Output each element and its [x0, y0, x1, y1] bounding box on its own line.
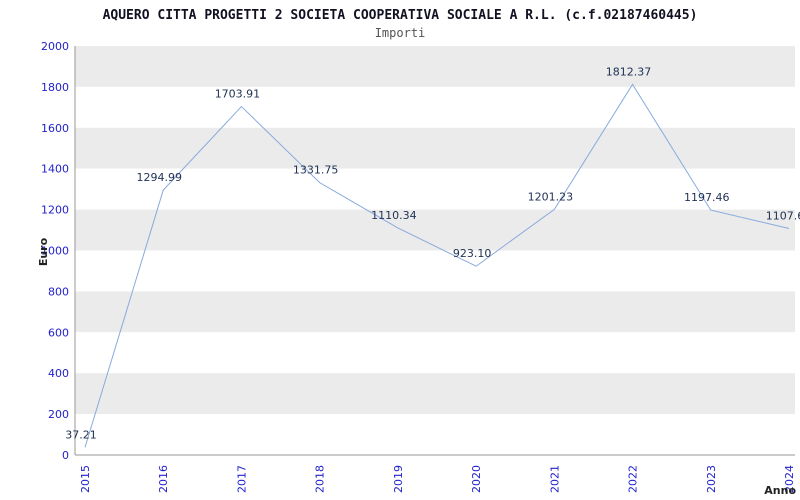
- x-tick-label: 2020: [470, 465, 483, 493]
- point-label: 1703.91: [215, 88, 261, 101]
- x-tick-label: 2021: [548, 465, 561, 493]
- plot-band: [75, 209, 795, 251]
- point-label: 1110.34: [371, 209, 417, 222]
- y-tick-label: 800: [48, 285, 69, 298]
- y-tick-label: 1200: [41, 204, 69, 217]
- point-label: 1331.75: [293, 164, 339, 177]
- plot-band: [75, 373, 795, 415]
- point-label: 1294.99: [136, 171, 182, 184]
- plot-band: [75, 168, 795, 210]
- point-label: 1197.46: [684, 191, 730, 204]
- y-axis-title: Euro: [37, 237, 50, 266]
- x-tick-label: 2024: [783, 465, 796, 493]
- plot-band: [75, 414, 795, 455]
- y-tick-label: 1400: [41, 163, 69, 176]
- plot-band: [75, 86, 795, 128]
- y-tick-label: 400: [48, 367, 69, 380]
- x-tick-label: 2015: [79, 465, 92, 493]
- plot-band: [75, 291, 795, 333]
- plot-band: [75, 332, 795, 374]
- x-tick-label: 2019: [392, 465, 405, 493]
- point-label: 37.21: [65, 428, 97, 441]
- chart-title: AQUERO CITTA PROGETTI 2 SOCIETA COOPERAT…: [102, 8, 698, 23]
- y-tick-label: 0: [62, 449, 69, 462]
- point-label: 923.10: [453, 247, 492, 260]
- y-tick-label: 600: [48, 326, 69, 339]
- point-label: 1107.6: [766, 209, 800, 222]
- chart-subtitle: Importi: [374, 26, 426, 40]
- point-label: 1812.37: [606, 65, 652, 78]
- y-tick-label: 1600: [41, 122, 69, 135]
- x-tick-label: 2018: [314, 465, 327, 493]
- x-tick-label: 2017: [235, 465, 248, 493]
- plot-band: [75, 250, 795, 292]
- x-tick-label: 2022: [627, 465, 640, 493]
- y-tick-label: 200: [48, 408, 69, 421]
- x-axis-title: Anno: [764, 484, 796, 497]
- y-tick-label: 1000: [41, 245, 69, 258]
- x-tick-label: 2023: [705, 465, 718, 493]
- y-tick-label: 1800: [41, 81, 69, 94]
- x-tick-label: 2016: [157, 465, 170, 493]
- plot-band: [75, 46, 795, 87]
- data-series-line: [84, 83, 790, 448]
- plot-band: [75, 127, 795, 169]
- y-tick-label: 2000: [41, 40, 69, 53]
- point-label: 1201.23: [528, 190, 574, 203]
